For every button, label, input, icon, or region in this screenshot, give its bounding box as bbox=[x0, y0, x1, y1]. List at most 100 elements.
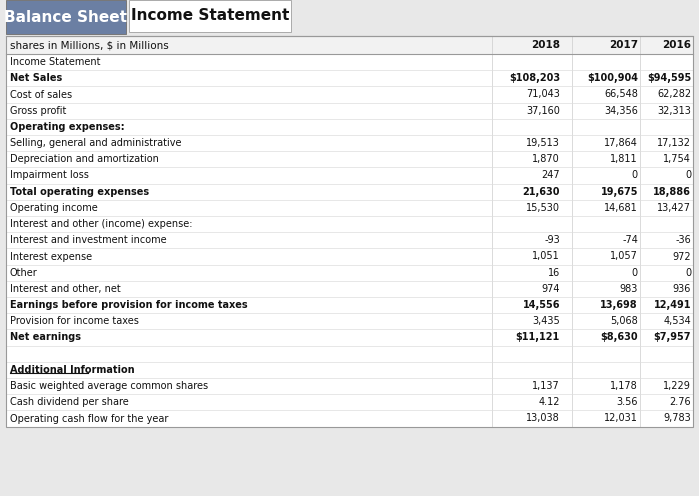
Text: 1,811: 1,811 bbox=[610, 154, 638, 164]
Bar bbox=[6, 410, 693, 427]
Bar bbox=[6, 103, 693, 119]
Text: 71,043: 71,043 bbox=[526, 89, 560, 100]
Text: shares in Millions, $ in Millions: shares in Millions, $ in Millions bbox=[10, 40, 168, 50]
Bar bbox=[6, 119, 693, 135]
Text: Net Sales: Net Sales bbox=[10, 73, 62, 83]
Bar bbox=[6, 184, 693, 200]
Bar bbox=[6, 248, 693, 264]
Text: 19,513: 19,513 bbox=[526, 138, 560, 148]
Text: 247: 247 bbox=[541, 171, 560, 181]
Text: 37,160: 37,160 bbox=[526, 106, 560, 116]
Bar bbox=[6, 216, 693, 232]
Text: 19,675: 19,675 bbox=[600, 186, 638, 197]
Bar bbox=[6, 54, 693, 70]
Text: 974: 974 bbox=[542, 284, 560, 294]
Text: Net earnings: Net earnings bbox=[10, 332, 81, 343]
Bar bbox=[6, 362, 693, 378]
Text: 17,864: 17,864 bbox=[604, 138, 638, 148]
Text: 2.76: 2.76 bbox=[670, 397, 691, 407]
Text: Total operating expenses: Total operating expenses bbox=[10, 186, 149, 197]
Text: 21,630: 21,630 bbox=[522, 186, 560, 197]
Text: Operating income: Operating income bbox=[10, 203, 98, 213]
Bar bbox=[0, 0, 699, 36]
Text: Provision for income taxes: Provision for income taxes bbox=[10, 316, 139, 326]
Text: 5,068: 5,068 bbox=[610, 316, 638, 326]
Text: 12,031: 12,031 bbox=[604, 414, 638, 424]
Bar bbox=[129, 0, 291, 32]
Text: 15,530: 15,530 bbox=[526, 203, 560, 213]
Text: $100,904: $100,904 bbox=[587, 73, 638, 83]
Text: 13,698: 13,698 bbox=[600, 300, 638, 310]
Text: 66,548: 66,548 bbox=[604, 89, 638, 100]
Text: Selling, general and administrative: Selling, general and administrative bbox=[10, 138, 182, 148]
Bar bbox=[6, 378, 693, 394]
Text: Additional Information: Additional Information bbox=[10, 365, 135, 375]
Text: 1,057: 1,057 bbox=[610, 251, 638, 261]
Text: $8,630: $8,630 bbox=[600, 332, 638, 343]
Text: 62,282: 62,282 bbox=[657, 89, 691, 100]
Text: Interest and investment income: Interest and investment income bbox=[10, 235, 166, 246]
Text: 3,435: 3,435 bbox=[532, 316, 560, 326]
Text: 14,556: 14,556 bbox=[522, 300, 560, 310]
Bar bbox=[6, 200, 693, 216]
Text: 2017: 2017 bbox=[609, 40, 638, 50]
Bar bbox=[6, 135, 693, 151]
Text: Income Statement: Income Statement bbox=[10, 57, 101, 67]
Text: 9,783: 9,783 bbox=[663, 414, 691, 424]
Text: Interest and other, net: Interest and other, net bbox=[10, 284, 121, 294]
Text: 1,137: 1,137 bbox=[532, 381, 560, 391]
Text: 0: 0 bbox=[685, 268, 691, 278]
Text: Operating expenses:: Operating expenses: bbox=[10, 122, 124, 132]
Bar bbox=[6, 86, 693, 103]
Bar bbox=[6, 394, 693, 410]
Text: 936: 936 bbox=[672, 284, 691, 294]
Text: -36: -36 bbox=[675, 235, 691, 246]
Text: 14,681: 14,681 bbox=[604, 203, 638, 213]
Text: Gross profit: Gross profit bbox=[10, 106, 66, 116]
Text: 3.56: 3.56 bbox=[617, 397, 638, 407]
Bar bbox=[6, 232, 693, 248]
Text: 1,051: 1,051 bbox=[532, 251, 560, 261]
Text: 0: 0 bbox=[632, 171, 638, 181]
Text: 1,870: 1,870 bbox=[532, 154, 560, 164]
Text: 34,356: 34,356 bbox=[604, 106, 638, 116]
Text: 18,886: 18,886 bbox=[653, 186, 691, 197]
Text: $94,595: $94,595 bbox=[647, 73, 691, 83]
Text: 0: 0 bbox=[632, 268, 638, 278]
Bar bbox=[6, 313, 693, 329]
Text: Operating cash flow for the year: Operating cash flow for the year bbox=[10, 414, 168, 424]
Text: Other: Other bbox=[10, 268, 38, 278]
Text: 972: 972 bbox=[672, 251, 691, 261]
Text: -93: -93 bbox=[545, 235, 560, 246]
Text: $108,203: $108,203 bbox=[509, 73, 560, 83]
Text: 1,229: 1,229 bbox=[663, 381, 691, 391]
Text: -74: -74 bbox=[622, 235, 638, 246]
Bar bbox=[6, 264, 693, 281]
Bar bbox=[6, 36, 693, 427]
Text: 32,313: 32,313 bbox=[657, 106, 691, 116]
Text: Cost of sales: Cost of sales bbox=[10, 89, 72, 100]
Text: Cash dividend per share: Cash dividend per share bbox=[10, 397, 129, 407]
Text: 13,427: 13,427 bbox=[657, 203, 691, 213]
Text: 983: 983 bbox=[619, 284, 638, 294]
Bar bbox=[6, 151, 693, 168]
Text: 17,132: 17,132 bbox=[657, 138, 691, 148]
Text: Income Statement: Income Statement bbox=[131, 8, 289, 23]
Text: 0: 0 bbox=[685, 171, 691, 181]
Text: 1,178: 1,178 bbox=[610, 381, 638, 391]
Text: 1,754: 1,754 bbox=[663, 154, 691, 164]
Text: Earnings before provision for income taxes: Earnings before provision for income tax… bbox=[10, 300, 247, 310]
Bar bbox=[6, 297, 693, 313]
Bar bbox=[6, 70, 693, 86]
Bar bbox=[6, 346, 693, 362]
Text: $7,957: $7,957 bbox=[654, 332, 691, 343]
Text: 12,491: 12,491 bbox=[654, 300, 691, 310]
Text: 16: 16 bbox=[548, 268, 560, 278]
Text: $11,121: $11,121 bbox=[516, 332, 560, 343]
Text: 4,534: 4,534 bbox=[663, 316, 691, 326]
Text: 4.12: 4.12 bbox=[538, 397, 560, 407]
Bar bbox=[6, 36, 693, 54]
Bar bbox=[6, 36, 693, 427]
Text: Interest and other (income) expense:: Interest and other (income) expense: bbox=[10, 219, 192, 229]
Text: Interest expense: Interest expense bbox=[10, 251, 92, 261]
